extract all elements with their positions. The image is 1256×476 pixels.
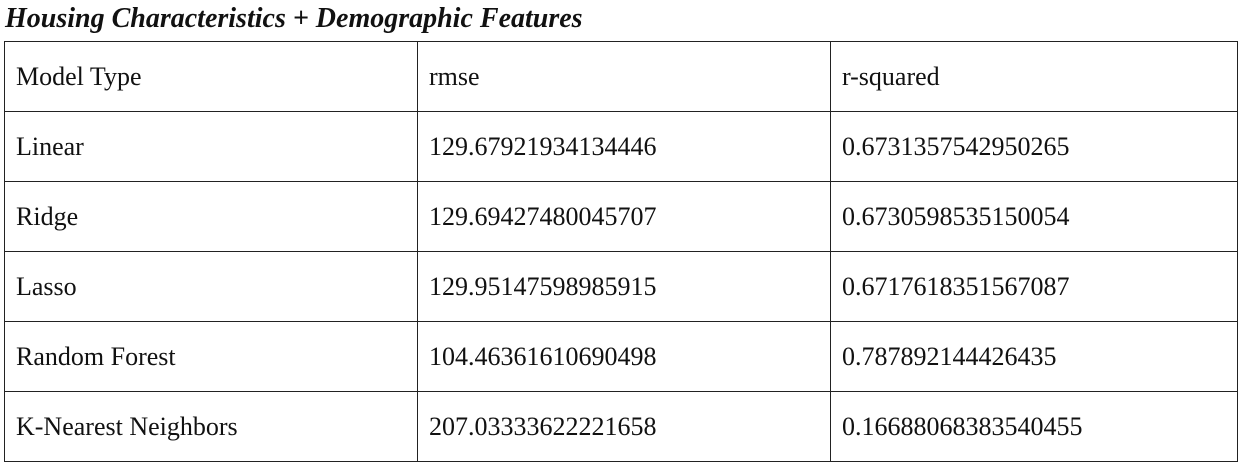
cell-model-type: Random Forest [4,321,418,392]
table-row: Ridge 129.69427480045707 0.6730598535150… [4,181,1238,252]
cell-r-squared: 0.6717618351567087 [830,251,1238,322]
cell-r-squared: 0.6730598535150054 [830,181,1238,252]
table-header-row: Model Type rmse r-squared [4,41,1238,112]
cell-model-type: K-Nearest Neighbors [4,391,418,462]
cell-r-squared: 0.16688068383540455 [830,391,1238,462]
cell-r-squared: 0.787892144426435 [830,321,1238,392]
table-row: Linear 129.67921934134446 0.673135754295… [4,111,1238,182]
header-model-type: Model Type [4,41,418,112]
cell-rmse: 129.69427480045707 [417,181,831,252]
header-r-squared: r-squared [830,41,1238,112]
cell-rmse: 129.95147598985915 [417,251,831,322]
cell-model-type: Ridge [4,181,418,252]
table-row: Lasso 129.95147598985915 0.6717618351567… [4,251,1238,322]
cell-rmse: 129.67921934134446 [417,111,831,182]
table-row: Random Forest 104.46361610690498 0.78789… [4,321,1238,392]
cell-rmse: 104.46361610690498 [417,321,831,392]
table-title: Housing Characteristics + Demographic Fe… [5,3,583,34]
table-row: K-Nearest Neighbors 207.03333622221658 0… [4,391,1238,462]
cell-r-squared: 0.6731357542950265 [830,111,1238,182]
header-rmse: rmse [417,41,831,112]
cell-model-type: Linear [4,111,418,182]
cell-rmse: 207.03333622221658 [417,391,831,462]
model-results-table: Model Type rmse r-squared Linear 129.679… [4,41,1238,462]
cell-model-type: Lasso [4,251,418,322]
